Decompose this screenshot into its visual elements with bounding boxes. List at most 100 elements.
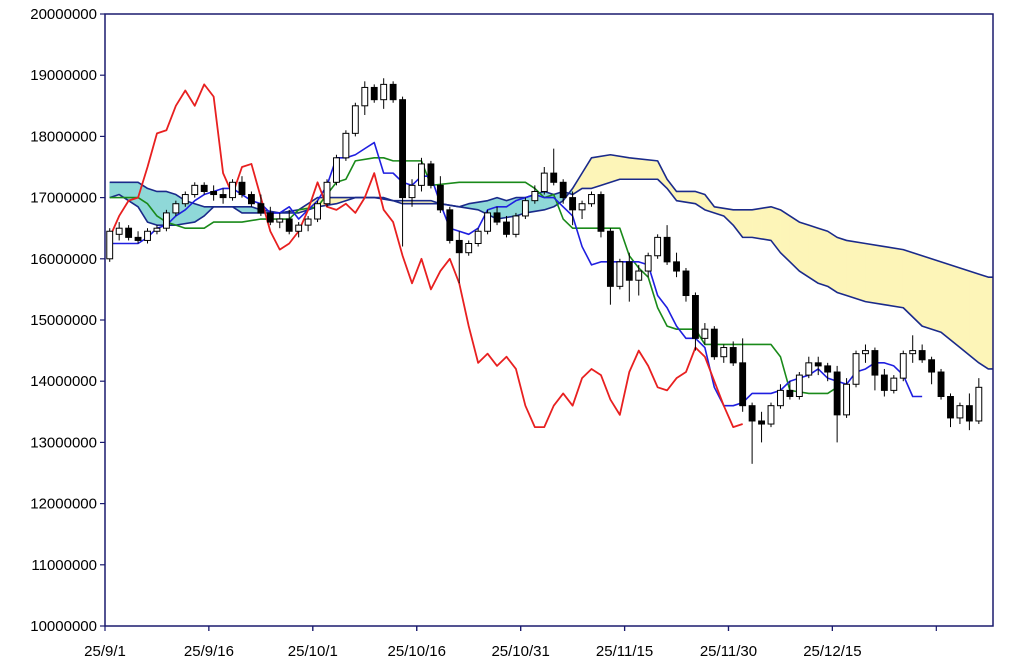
candle-body (654, 236, 662, 257)
candle-body (720, 347, 728, 358)
x-tick-label: 25/12/15 (803, 643, 861, 660)
y-tick-label: 15000000 (30, 312, 97, 329)
cloud-segment (647, 159, 658, 180)
candle-body (474, 230, 482, 244)
y-tick-label: 16000000 (30, 251, 97, 268)
candle-body (266, 212, 274, 223)
cloud-segment (893, 247, 904, 309)
cloud-segment (884, 246, 895, 307)
y-tick-label: 19000000 (30, 67, 97, 84)
candle-body (710, 328, 718, 358)
candle-body (729, 347, 737, 364)
tick-labels: 20000000 19000000 18000000 17000000 16000000… (30, 6, 861, 660)
candle-body (238, 181, 246, 196)
cloud-segment (600, 154, 611, 186)
y-tick-label: 14000000 (30, 373, 97, 390)
candle-body (370, 86, 378, 101)
cloud-segment (619, 155, 630, 180)
candle-body (965, 405, 973, 422)
candle-body (418, 163, 425, 186)
x-tick-label: 25/10/1 (288, 643, 338, 660)
candle-body (455, 239, 463, 254)
candle-body (814, 362, 822, 367)
candle-body (200, 184, 208, 192)
candle-body (153, 227, 161, 232)
candle-body (361, 86, 369, 107)
x-tick-label: 25/11/30 (700, 643, 757, 660)
chikou-span-line (108, 83, 743, 429)
candle-body (446, 209, 454, 241)
cloud-segment (808, 224, 819, 284)
candle-body (899, 353, 907, 379)
candle-body (644, 255, 652, 272)
candle-body (333, 157, 340, 183)
candle-body (210, 190, 218, 196)
candle-body (380, 83, 388, 101)
candle-body (181, 194, 189, 205)
candle-body (767, 405, 775, 425)
cloud-segment (628, 157, 640, 180)
tenkan-sen-line (109, 141, 923, 407)
y-tick-label: 17000000 (30, 190, 97, 207)
candle-body (144, 230, 151, 241)
candlesticks (106, 78, 983, 464)
candle-body (323, 181, 331, 205)
candle-body (578, 203, 586, 211)
x-tick-label: 25/9/16 (184, 643, 234, 660)
candle-body (191, 184, 199, 196)
candle-body (276, 218, 284, 223)
candle-body (843, 383, 851, 416)
cloud-segment (902, 249, 914, 318)
candle-body (134, 236, 142, 241)
candle-body (493, 212, 501, 223)
candle-body (559, 181, 567, 199)
cloud-segment (912, 252, 923, 327)
candle-body (247, 194, 255, 205)
candle-body (597, 194, 605, 232)
candle-body (436, 184, 444, 211)
axes (100, 13, 994, 631)
candle-body (691, 295, 699, 339)
x-tick-label: 25/9/1 (84, 643, 126, 660)
candle-body (162, 212, 170, 229)
candle-body (739, 362, 747, 407)
y-tick-label: 13000000 (30, 434, 97, 451)
x-tick-label: 25/10/31 (491, 643, 549, 660)
candle-body (975, 386, 983, 422)
candle-body (399, 99, 407, 199)
candle-body (219, 194, 227, 199)
candle-body (786, 389, 794, 398)
x-tick-label: 25/10/16 (388, 643, 446, 660)
candle-body (295, 224, 303, 232)
cloud-segment (874, 244, 885, 306)
candle-body (673, 261, 680, 272)
candle-body (172, 203, 180, 214)
cloud-segment (836, 236, 847, 296)
candle-body (588, 194, 595, 205)
candle-body (427, 163, 435, 186)
cloud-segment (751, 207, 762, 240)
candle-body (947, 396, 954, 419)
candle-body (625, 261, 633, 281)
candle-body (521, 200, 529, 217)
y-tick-label: 12000000 (30, 496, 97, 513)
kijun-sen-line (109, 157, 838, 395)
candle-body (285, 218, 293, 232)
cloud-segment (865, 243, 876, 304)
candle-body (852, 353, 860, 385)
candle-body (890, 377, 898, 391)
candle-body (257, 203, 265, 214)
candle-body (777, 389, 784, 407)
cloud-segment (950, 264, 961, 349)
candle-body (550, 172, 558, 183)
candle-body (956, 405, 964, 419)
candle-body (540, 172, 548, 192)
candle-body (871, 350, 879, 376)
candle-body (616, 261, 624, 287)
cloud-segment (817, 227, 828, 287)
cloud-segment (799, 221, 810, 278)
y-tick-label: 20000000 (30, 6, 97, 23)
candle-body (909, 350, 917, 355)
cloud-segment (827, 230, 838, 294)
